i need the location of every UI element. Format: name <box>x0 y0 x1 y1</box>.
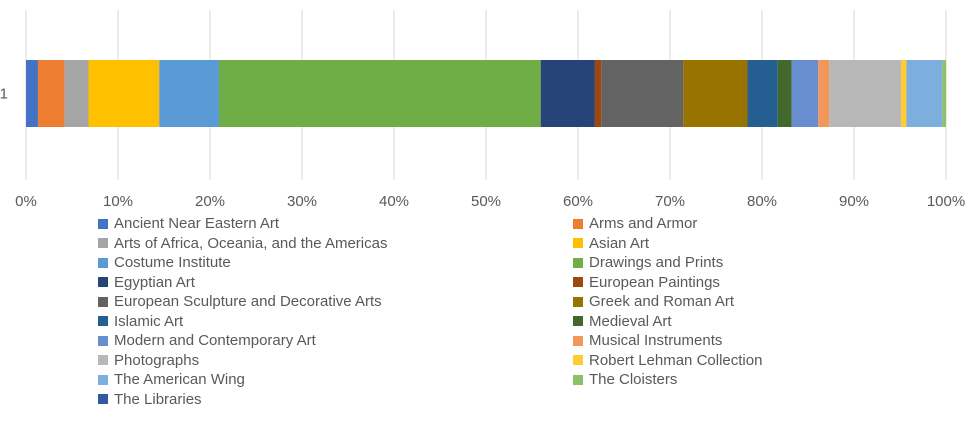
bar-segment <box>540 60 595 127</box>
legend-label: Robert Lehman Collection <box>589 351 763 369</box>
legend-swatch <box>98 257 108 268</box>
legend-label: European Paintings <box>589 273 720 291</box>
bar-segment <box>159 60 220 127</box>
bar-segment <box>88 60 160 127</box>
bar-segment <box>906 60 943 127</box>
legend-item: Medieval Art <box>573 312 958 332</box>
legend-item: Modern and Contemporary Art <box>98 331 573 351</box>
x-tick-label: 90% <box>839 193 869 210</box>
legend-swatch <box>98 218 108 229</box>
x-tick-label: 30% <box>287 193 317 210</box>
bar-segment <box>683 60 748 127</box>
x-tick-label: 40% <box>379 193 409 210</box>
bar-segment <box>777 60 792 127</box>
legend-item: Ancient Near Eastern Art <box>98 214 573 234</box>
legend-item: The Cloisters <box>573 370 958 390</box>
legend-item: European Paintings <box>573 273 958 293</box>
x-tick-label: 20% <box>195 193 225 210</box>
bar-segment <box>601 60 684 127</box>
legend-item: The Libraries <box>98 390 573 410</box>
legend-label: Photographs <box>114 351 200 369</box>
legend-swatch <box>573 355 583 366</box>
legend-label: Arts of Africa, Oceania, and the America… <box>114 234 388 252</box>
legend-label: The Libraries <box>114 390 202 408</box>
legend-swatch <box>98 296 108 307</box>
x-tick-label: 70% <box>655 193 685 210</box>
legend-swatch <box>573 257 583 268</box>
legend-swatch <box>98 374 108 385</box>
legend-swatch <box>98 316 108 327</box>
legend-label: Modern and Contemporary Art <box>114 332 316 350</box>
legend-item: Robert Lehman Collection <box>573 351 958 371</box>
x-tick-label: 50% <box>471 193 501 210</box>
legend-swatch <box>573 316 583 327</box>
legend-swatch <box>98 238 108 249</box>
bar-segment <box>829 60 901 127</box>
bar-segment <box>64 60 89 127</box>
legend-label: Arms and Armor <box>589 215 698 233</box>
legend-item: Arms and Armor <box>573 214 958 234</box>
legend-item: Arts of Africa, Oceania, and the America… <box>98 234 573 254</box>
legend-swatch <box>98 355 108 366</box>
legend-label: Ancient Near Eastern Art <box>114 215 280 233</box>
legend-item: Costume Institute <box>98 253 573 273</box>
legend-item: Islamic Art <box>98 312 573 332</box>
bar-segment <box>26 60 38 127</box>
legend-swatch <box>573 238 583 249</box>
legend-swatch <box>573 296 583 307</box>
legend-swatch <box>573 218 583 229</box>
bar-segment <box>900 60 907 127</box>
legend-swatch <box>573 335 583 346</box>
x-tick-label: 100% <box>927 193 965 210</box>
legend-item: Drawings and Prints <box>573 253 958 273</box>
legend-item: Egyptian Art <box>98 273 573 293</box>
legend-label: Asian Art <box>589 234 650 252</box>
legend-swatch <box>573 374 583 385</box>
legend-item: The American Wing <box>98 370 573 390</box>
x-tick-label: 60% <box>563 193 593 210</box>
x-tick-label: 0% <box>15 193 37 210</box>
legend-label: Greek and Roman Art <box>589 293 735 311</box>
chart-legend: Ancient Near Eastern Art Arms and Armor Ar… <box>98 214 958 409</box>
legend-label: Musical Instruments <box>589 332 723 350</box>
legend-item: European Sculpture and Decorative Arts <box>98 292 573 312</box>
legend-swatch <box>98 335 108 346</box>
legend-item: Greek and Roman Art <box>573 292 958 312</box>
x-tick-label: 10% <box>103 193 133 210</box>
legend-label: Drawings and Prints <box>589 254 724 272</box>
x-tick-label: 80% <box>747 193 777 210</box>
legend-swatch <box>98 277 108 288</box>
bar-segment <box>37 60 65 127</box>
legend-item: Photographs <box>98 351 573 371</box>
legend-label: Costume Institute <box>114 254 231 272</box>
legend-label: The Cloisters <box>589 371 678 389</box>
legend-swatch <box>573 277 583 288</box>
legend-item: Asian Art <box>573 234 958 254</box>
legend-swatch <box>98 394 108 405</box>
y-category-label: 1 <box>0 86 8 103</box>
legend-label: Islamic Art <box>114 312 184 330</box>
bar-segment <box>594 60 602 127</box>
bar-segment <box>219 60 541 127</box>
bar-segment <box>942 60 946 127</box>
legend-label: Medieval Art <box>589 312 672 330</box>
bar-segment <box>747 60 778 127</box>
legend-label: Egyptian Art <box>114 273 195 291</box>
bar-segment <box>818 60 830 127</box>
legend-label: European Sculpture and Decorative Arts <box>114 293 382 311</box>
legend-label: The American Wing <box>114 371 245 389</box>
bar-segment <box>791 60 819 127</box>
legend-item: Musical Instruments <box>573 331 958 351</box>
